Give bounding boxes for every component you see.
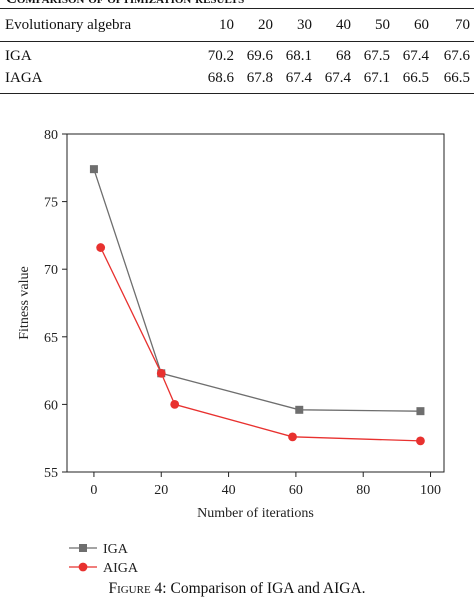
fitness-line-chart: 55 60 65 70 75 80 0 20 40 60 80 100 IGA AIGA Fitness… (17, 128, 445, 576)
iga-data-point (416, 407, 425, 416)
x-tick-label: 20 (154, 483, 168, 498)
x-axis-label: Number of iterations (197, 506, 314, 521)
results-table-section: Comparison of optimization results Evolu… (0, 0, 474, 96)
figure-caption-text: Comparison of IGA and AIGA. (170, 580, 366, 597)
aiga-data-point (156, 368, 166, 378)
x-tick-label: 80 (356, 483, 370, 498)
table-cell: 67.5 (363, 47, 390, 64)
table-cell: 67.4 (324, 69, 351, 86)
table-cell: 70.2 (207, 47, 234, 64)
results-table: Evolutionary algebra 10 20 30 40 50 60 7… (0, 8, 474, 94)
chart-axes: 55 60 65 70 75 80 0 20 40 60 80 100 (44, 128, 445, 498)
table-cell: 68.1 (285, 47, 312, 64)
iga-data-point (295, 405, 304, 414)
legend-aiga-marker (78, 562, 88, 572)
x-tick-label: 40 (222, 483, 236, 498)
table-cell: 67.4 (402, 47, 429, 64)
figure-caption: Figure 4: Comparison of IGA and AIGA. (0, 580, 474, 598)
row-label: IAGA (5, 69, 43, 86)
plot-frame (66, 133, 445, 473)
aiga-data-point (288, 432, 297, 442)
table-cell: 68.6 (207, 69, 234, 86)
y-tick-label: 80 (44, 128, 58, 143)
row-label: IGA (5, 47, 32, 64)
column-header: 40 (335, 16, 351, 33)
figure-label: Figure 4: (108, 580, 167, 597)
table-cell: 69.6 (246, 47, 273, 64)
legend-aiga-label: AIGA (103, 561, 139, 576)
table-cell: 66.5 (443, 69, 470, 86)
y-tick-label: 75 (44, 196, 58, 211)
iga-data-point (89, 165, 98, 174)
x-tick-label: 60 (289, 483, 303, 498)
header-label: Evolutionary algebra (5, 16, 132, 33)
aiga-series-line (100, 247, 421, 442)
x-tick-label: 100 (420, 483, 441, 498)
chart-legend: IGA AIGA (69, 542, 139, 576)
table-cell: 67.4 (285, 69, 312, 86)
table-row: IAGA 68.6 67.8 67.4 67.4 67.1 66.5 66.5 (0, 67, 474, 94)
y-tick-label: 65 (44, 331, 58, 346)
aiga-data-point (416, 436, 425, 446)
table-caption-text: Comparison of optimization results (6, 0, 244, 8)
chart-series (89, 165, 425, 446)
table-header-row: Evolutionary algebra 10 20 30 40 50 60 7… (0, 8, 474, 42)
y-axis-label: Fitness value (17, 266, 32, 340)
table-cell: 66.5 (402, 69, 429, 86)
table-cell: 67.6 (443, 47, 470, 64)
table-cell: 67.8 (246, 69, 273, 86)
column-header: 70 (455, 16, 470, 33)
y-tick-label: 70 (44, 263, 58, 278)
y-tick-label: 55 (44, 466, 58, 481)
column-header: 30 (296, 16, 312, 33)
aiga-data-point (96, 243, 106, 252)
y-tick-label: 60 (44, 398, 58, 413)
legend-iga-marker (79, 544, 87, 552)
column-header: 20 (257, 16, 273, 33)
legend-iga-label: IGA (103, 542, 129, 557)
column-header: 50 (374, 16, 390, 33)
table-caption: Comparison of optimization results (6, 0, 306, 8)
column-header: 60 (413, 16, 429, 33)
aiga-data-point (170, 400, 180, 409)
column-header: 10 (218, 16, 234, 33)
x-tick-label: 0 (90, 483, 97, 498)
table-cell: 67.1 (363, 69, 390, 86)
table-row: IGA 70.2 69.6 68.1 68 67.5 67.4 67.6 (0, 42, 474, 68)
table-cell: 68 (335, 47, 351, 64)
iga-series-line (93, 168, 421, 412)
